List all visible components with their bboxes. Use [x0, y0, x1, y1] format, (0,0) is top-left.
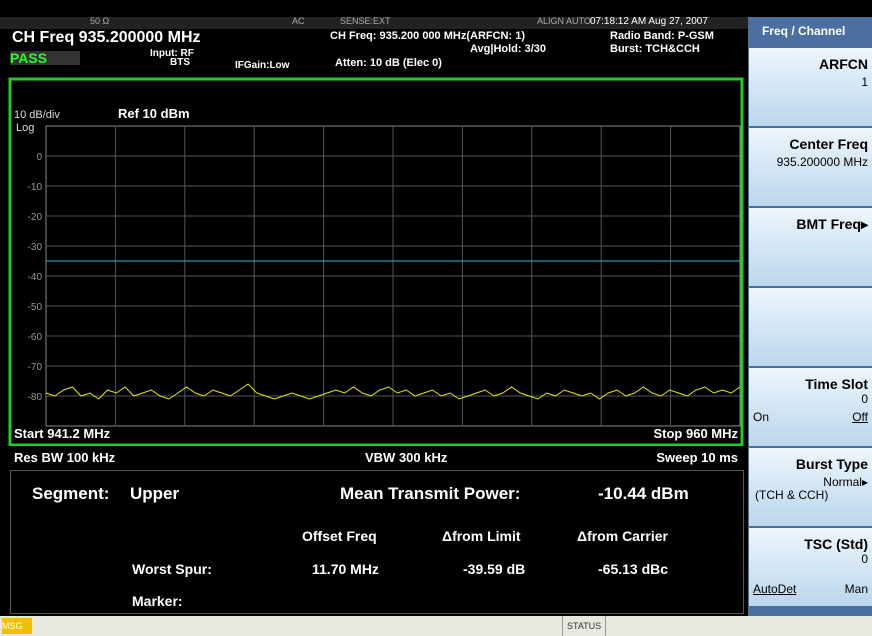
rbw-label: Res BW 100 kHz — [14, 450, 116, 465]
impedance: 50 Ω — [90, 16, 110, 26]
softkey-label: ARFCN — [819, 56, 868, 72]
y-tick-label: -30 — [28, 242, 43, 253]
mean-power: -10.44 dBm — [598, 484, 689, 503]
ref-label: Ref 10 dBm — [118, 106, 190, 121]
softkey-label: Burst Type — [795, 456, 868, 472]
y-tick-label: -60 — [28, 332, 43, 343]
y-tick-label: 0 — [36, 152, 42, 163]
segment-label: Segment: — [32, 484, 110, 503]
results-panel — [10, 470, 744, 614]
softkey-label: TSC (Std) — [804, 536, 868, 552]
vbw-label: VBW 300 kHz — [365, 450, 448, 465]
footer-bar — [0, 616, 872, 636]
trace — [45, 383, 741, 400]
worst-label: Worst Spur: — [132, 561, 212, 577]
worst-limit: -39.59 dB — [463, 561, 526, 577]
segment: Upper — [130, 484, 180, 503]
softkey-right: Off — [852, 410, 868, 424]
softkey[interactable] — [749, 288, 872, 366]
sense: SENSE:EXT — [340, 16, 391, 26]
status: STATUS — [562, 616, 607, 636]
y-tick-label: -20 — [28, 212, 43, 223]
scale-label: 10 dB/div — [14, 109, 60, 121]
start-label: Start 941.2 MHz — [14, 426, 111, 441]
menu-title: Freq / Channel — [762, 24, 846, 38]
softkey-label: BMT Freq▸ — [796, 216, 868, 232]
pass-status: PASS — [10, 51, 80, 65]
softkey-label: Center Freq — [789, 136, 868, 152]
softkey[interactable]: Time Slot 0 On Off — [749, 368, 872, 446]
stop-label: Stop 960 MHz — [653, 426, 738, 441]
softkey[interactable]: Center Freq 935.200000 MHz — [749, 128, 872, 206]
softkey-value: Normal▸ — [823, 475, 868, 489]
y-tick-label: -80 — [28, 392, 43, 403]
ifgain: IFGain:Low — [235, 60, 290, 71]
ch-freq: CH Freq 935.200000 MHz — [12, 29, 201, 46]
softkey-value: 935.200000 MHz — [776, 155, 868, 169]
softkey-sub: (TCH & CCH) — [755, 488, 829, 502]
graph-frame — [8, 77, 744, 447]
softkey[interactable]: ARFCN 1 — [749, 48, 872, 126]
softkey-left: AutoDet — [753, 582, 797, 596]
mean-power-label: Mean Transmit Power: — [340, 484, 521, 503]
softkey-left: On — [753, 410, 770, 424]
input-sub: BTS — [170, 57, 190, 68]
softkey-right: Man — [844, 582, 868, 596]
align: ALIGN AUTO — [537, 16, 591, 26]
y-tick-label: -40 — [28, 272, 43, 283]
timestamp: 07:18:12 AM Aug 27, 2007 — [590, 16, 708, 27]
y-tick-label: -70 — [28, 362, 43, 373]
softkey-value: 0 — [861, 552, 868, 566]
softkey-value: 0 — [861, 392, 868, 406]
burst: Burst: TCH&CCH — [610, 43, 700, 55]
msg: MSG — [2, 618, 32, 634]
radio-band: Radio Band: P-GSM — [610, 30, 714, 42]
input: Input: RF — [150, 48, 194, 59]
col-carrier: Δfrom Carrier — [577, 528, 668, 544]
col-limit: Δfrom Limit — [442, 528, 521, 544]
avg-hold: Avg|Hold: 3/30 — [470, 43, 547, 55]
marker-label: Marker: — [132, 593, 183, 609]
softkey-label: Time Slot — [805, 376, 868, 392]
softkey[interactable]: Burst Type Normal▸ (TCH & CCH) — [749, 448, 872, 526]
spectrum-graph: 10 dB/div Log Ref 10 dBm Start 941.2 MHz… — [8, 77, 744, 447]
ch-freq-detail: CH Freq: 935.200 000 MHz(ARFCN: 1) — [330, 30, 525, 42]
worst-carrier: -65.13 dBc — [598, 561, 669, 577]
atten: Atten: 10 dB (Elec 0) — [335, 57, 442, 69]
status-strip — [0, 17, 748, 29]
col-offset: Offset Freq — [302, 528, 377, 544]
softkey[interactable]: BMT Freq▸ — [749, 208, 872, 286]
softkey[interactable]: TSC (Std) 0 AutoDet Man — [749, 528, 872, 606]
y-tick-label: -10 — [28, 182, 43, 193]
log-label: Log — [16, 122, 34, 134]
coupling: AC — [292, 16, 305, 26]
y-tick-label: -50 — [28, 302, 43, 313]
worst-offset: 11.70 MHz — [312, 561, 379, 577]
sweep-label: Sweep 10 ms — [656, 450, 738, 465]
softkey-value: 1 — [861, 75, 868, 89]
